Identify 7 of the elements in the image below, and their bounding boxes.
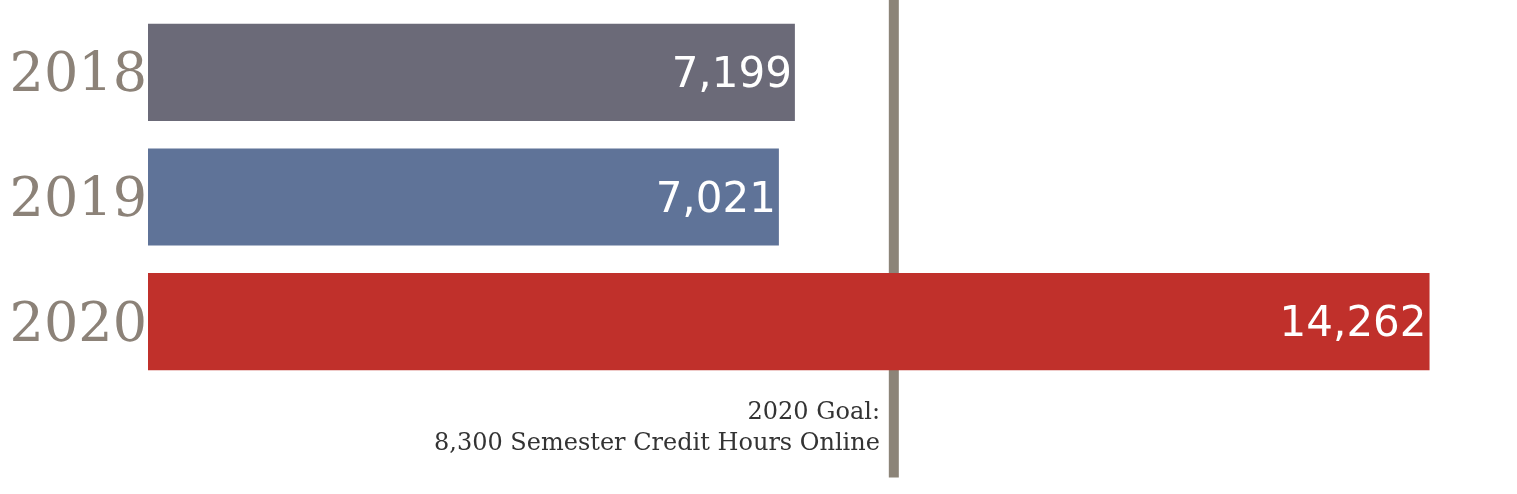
data-label: 7,021 [655,172,776,222]
y-tick-label: 2018 [9,41,147,105]
data-label: 14,262 [1279,297,1427,347]
y-tick-label: 2020 [9,290,147,354]
y-tick-label: 2019 [9,165,147,229]
data-label: 7,199 [671,47,792,97]
ref-line-label: 2020 Goal: 8,300 Semester Credit Hours Online [434,397,880,457]
